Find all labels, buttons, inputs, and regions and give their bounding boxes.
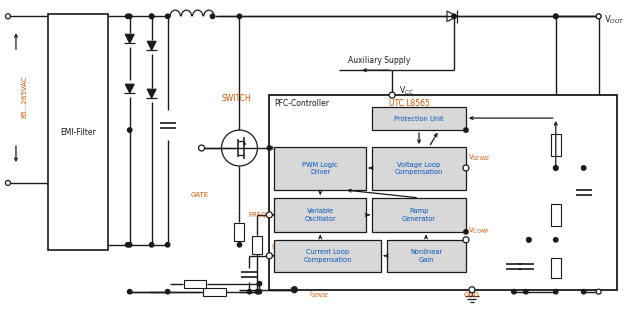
Circle shape	[553, 166, 558, 170]
Text: V$_{OUT}$: V$_{OUT}$	[604, 13, 624, 25]
Circle shape	[582, 290, 586, 294]
Bar	[551, 204, 561, 226]
Text: Variable
Oscillator: Variable Oscillator	[305, 208, 336, 222]
Circle shape	[553, 166, 558, 170]
Text: Current Loop
Compensation: Current Loop Compensation	[303, 249, 352, 263]
Circle shape	[127, 128, 132, 132]
Bar	[372, 147, 466, 190]
Circle shape	[597, 14, 601, 19]
Text: UTC L8565: UTC L8565	[389, 99, 430, 108]
Circle shape	[210, 14, 215, 19]
Circle shape	[267, 146, 271, 150]
Text: 85...265VAC: 85...265VAC	[22, 76, 28, 118]
Circle shape	[463, 237, 469, 243]
Circle shape	[266, 253, 273, 259]
Circle shape	[266, 212, 273, 218]
Circle shape	[127, 14, 132, 19]
Bar	[48, 14, 108, 250]
Circle shape	[6, 14, 11, 19]
Polygon shape	[125, 84, 134, 93]
Bar	[372, 198, 466, 232]
Text: I$_{COMP}$: I$_{COMP}$	[271, 243, 290, 253]
Text: SWITCH: SWITCH	[222, 94, 251, 103]
Circle shape	[149, 243, 154, 247]
Circle shape	[527, 237, 531, 242]
Circle shape	[553, 14, 558, 19]
Circle shape	[165, 290, 170, 294]
Bar	[274, 240, 381, 272]
Circle shape	[524, 290, 528, 294]
Text: GND: GND	[464, 292, 480, 298]
Text: Protection Unit: Protection Unit	[394, 116, 444, 122]
Polygon shape	[147, 89, 156, 98]
Bar	[274, 198, 366, 232]
Circle shape	[255, 290, 259, 294]
Circle shape	[149, 14, 154, 19]
Circle shape	[553, 290, 558, 294]
Text: Nonlinear
Gain: Nonlinear Gain	[411, 249, 443, 263]
Text: V$_{COMP}$: V$_{COMP}$	[468, 226, 489, 236]
Circle shape	[247, 290, 252, 294]
Bar	[269, 95, 617, 290]
Bar	[551, 134, 561, 156]
Bar	[203, 288, 227, 296]
Circle shape	[149, 14, 154, 19]
Text: V$_{SENSE}$: V$_{SENSE}$	[468, 153, 491, 163]
Polygon shape	[125, 34, 134, 43]
Text: FREQ: FREQ	[248, 212, 266, 218]
Circle shape	[257, 290, 262, 294]
Text: Voltage Loop
Compensation: Voltage Loop Compensation	[395, 162, 443, 175]
Text: Auxiliary Supply: Auxiliary Supply	[348, 56, 410, 65]
Bar	[372, 107, 466, 130]
Circle shape	[237, 14, 242, 19]
Circle shape	[596, 14, 601, 19]
Text: EMI-Filter: EMI-Filter	[60, 127, 95, 136]
Circle shape	[469, 287, 475, 293]
Circle shape	[127, 290, 132, 294]
Circle shape	[389, 92, 395, 98]
Bar	[387, 240, 466, 272]
Circle shape	[126, 243, 130, 247]
Circle shape	[463, 230, 468, 234]
Circle shape	[553, 237, 558, 242]
Circle shape	[292, 287, 296, 292]
Circle shape	[553, 14, 558, 19]
Circle shape	[165, 14, 170, 19]
Text: V$_{CC}$: V$_{CC}$	[399, 85, 414, 97]
Circle shape	[6, 180, 11, 185]
Text: I$_{SENSE}$: I$_{SENSE}$	[310, 290, 330, 300]
Bar	[252, 236, 263, 254]
Text: PWM Logic
Driver: PWM Logic Driver	[303, 162, 338, 175]
Bar	[551, 258, 561, 278]
Bar	[274, 147, 366, 190]
Circle shape	[165, 243, 170, 247]
Circle shape	[127, 243, 132, 247]
Circle shape	[452, 14, 456, 19]
Bar	[183, 280, 205, 288]
Text: GATE: GATE	[190, 192, 208, 198]
Circle shape	[257, 281, 262, 286]
Circle shape	[582, 166, 586, 170]
Circle shape	[291, 287, 297, 293]
Circle shape	[512, 290, 516, 294]
Text: Ramp
Generator: Ramp Generator	[402, 208, 436, 222]
Circle shape	[463, 128, 468, 132]
Circle shape	[237, 243, 242, 247]
Bar	[234, 223, 244, 241]
Text: PFC-Controller: PFC-Controller	[274, 99, 329, 108]
Circle shape	[596, 289, 601, 294]
Circle shape	[126, 14, 130, 19]
Circle shape	[463, 165, 469, 171]
Circle shape	[198, 145, 205, 151]
Polygon shape	[147, 41, 156, 50]
Circle shape	[527, 237, 531, 242]
